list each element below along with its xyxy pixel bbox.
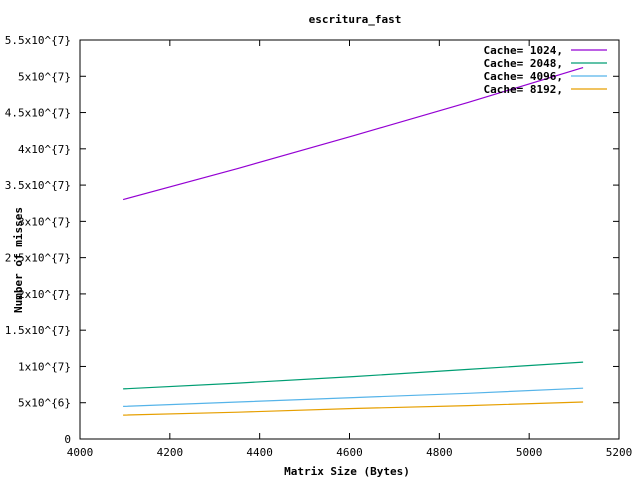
legend-label: Cache= 4096, (484, 70, 563, 83)
y-tick-label: 4.5x10^{7} (5, 107, 71, 120)
legend: Cache= 1024,Cache= 2048,Cache= 4096,Cach… (484, 44, 607, 96)
y-tick-label: 5x10^{6} (18, 397, 71, 410)
legend-label: Cache= 1024, (484, 44, 563, 57)
series-line (123, 361, 584, 390)
legend-label: Cache= 2048, (484, 57, 563, 70)
chart-title: escritura_fast (309, 13, 402, 26)
axis-ticks: 4000 4200 4400 4600 4800 5000 5200 0 5x10^{6} 1x1… (5, 34, 632, 459)
x-tick-label: 4600 (336, 446, 363, 459)
y-tick-label: 5.5x10^{7} (5, 34, 71, 47)
series-lines (122, 67, 584, 416)
legend-label: Cache= 8192, (484, 83, 563, 96)
x-tick-label: 4400 (246, 446, 273, 459)
x-tick-label: 4200 (157, 446, 184, 459)
y-tick-label: 1.5x10^{7} (5, 324, 71, 337)
y-tick-label: 3.5x10^{7} (5, 179, 71, 192)
y-axis-label: Number of misses (12, 207, 25, 313)
y-tick-label: 2.5x10^{7} (5, 252, 71, 265)
x-tick-label: 5200 (606, 446, 633, 459)
y-tick-label: 5x10^{7} (18, 70, 71, 83)
y-tick-label: 1x10^{7} (18, 360, 71, 373)
x-tick-label: 4800 (426, 446, 453, 459)
y-tick-label: 3x10^{7} (18, 215, 71, 228)
x-tick-label: 5000 (516, 446, 543, 459)
x-axis-label: Matrix Size (Bytes) (284, 465, 410, 478)
y-tick-label: 4x10^{7} (18, 143, 71, 156)
x-tick-label: 4000 (67, 446, 94, 459)
plot-frame (79, 39, 620, 440)
y-tick-label: 0 (64, 433, 71, 446)
series-line (122, 67, 584, 201)
y-tick-label: 2x10^{7} (18, 288, 71, 301)
series-line (123, 401, 584, 416)
series-line (123, 387, 584, 407)
